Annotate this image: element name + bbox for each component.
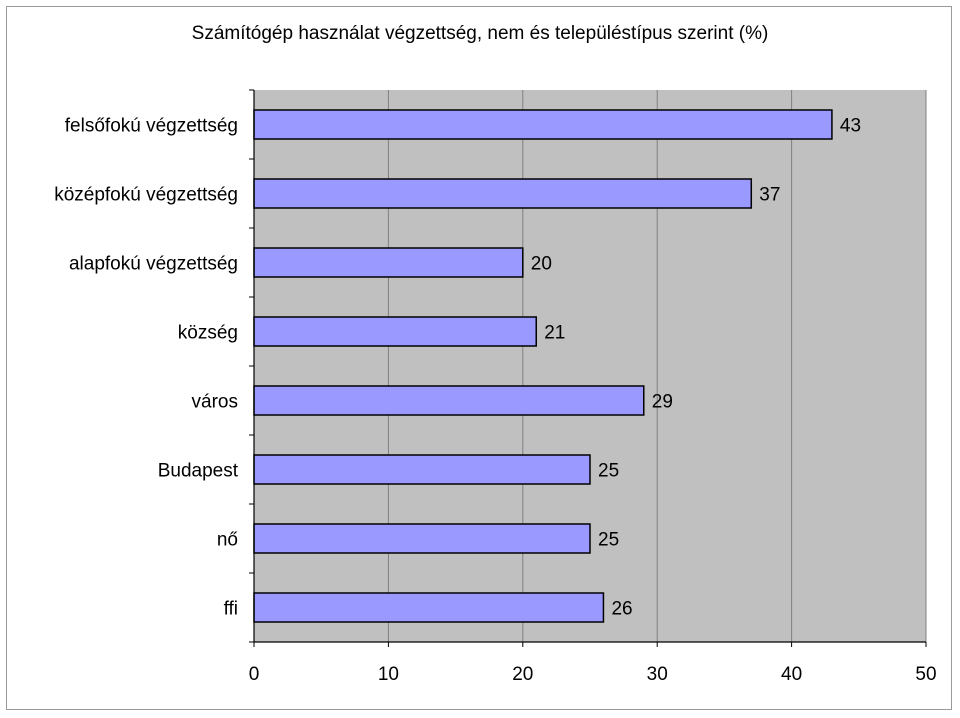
x-tick-label-30: 30: [647, 664, 668, 685]
value-label-3: 21: [544, 323, 565, 344]
value-label-6: 25: [598, 530, 619, 551]
x-tick-labels: 0 10 20 30 40 50: [249, 664, 937, 685]
x-tick-label-0: 0: [249, 664, 260, 685]
bar-5: [253, 454, 591, 485]
category-label-2: alapfokú végzettség: [69, 254, 238, 275]
category-label-6: nő: [217, 530, 238, 551]
bar-7: [253, 592, 605, 623]
category-label-4: város: [192, 392, 238, 413]
category-label-1: középfokú végzettség: [54, 185, 238, 206]
value-labels: 43 37 20 21 29 25 25 26: [531, 116, 861, 620]
axes: [249, 89, 927, 647]
category-label-7: ffi: [224, 599, 238, 620]
category-label-3: község: [178, 323, 238, 344]
bar-1: [253, 178, 753, 209]
bar-6: [253, 523, 591, 554]
bar-0: [253, 109, 833, 140]
value-label-4: 29: [652, 392, 673, 413]
chart-title: Számítógép használat végzettség, nem és …: [192, 23, 769, 44]
category-labels: felsőfokú végzettség középfokú végzettség…: [54, 116, 239, 620]
value-label-5: 25: [598, 461, 619, 482]
bar-4: [253, 385, 645, 416]
bar-2: [253, 247, 524, 278]
value-label-2: 20: [531, 254, 552, 275]
plot-area: [254, 90, 926, 642]
value-label-7: 26: [611, 599, 632, 620]
category-label-5: Budapest: [158, 461, 239, 482]
x-tick-label-20: 20: [512, 664, 533, 685]
x-tick-label-50: 50: [915, 664, 936, 685]
value-label-0: 43: [840, 116, 861, 137]
x-tick-label-10: 10: [378, 664, 399, 685]
category-label-0: felsőfokú végzettség: [65, 116, 238, 137]
bar-3: [253, 316, 537, 347]
value-label-1: 37: [759, 185, 780, 206]
x-tick-label-40: 40: [781, 664, 802, 685]
